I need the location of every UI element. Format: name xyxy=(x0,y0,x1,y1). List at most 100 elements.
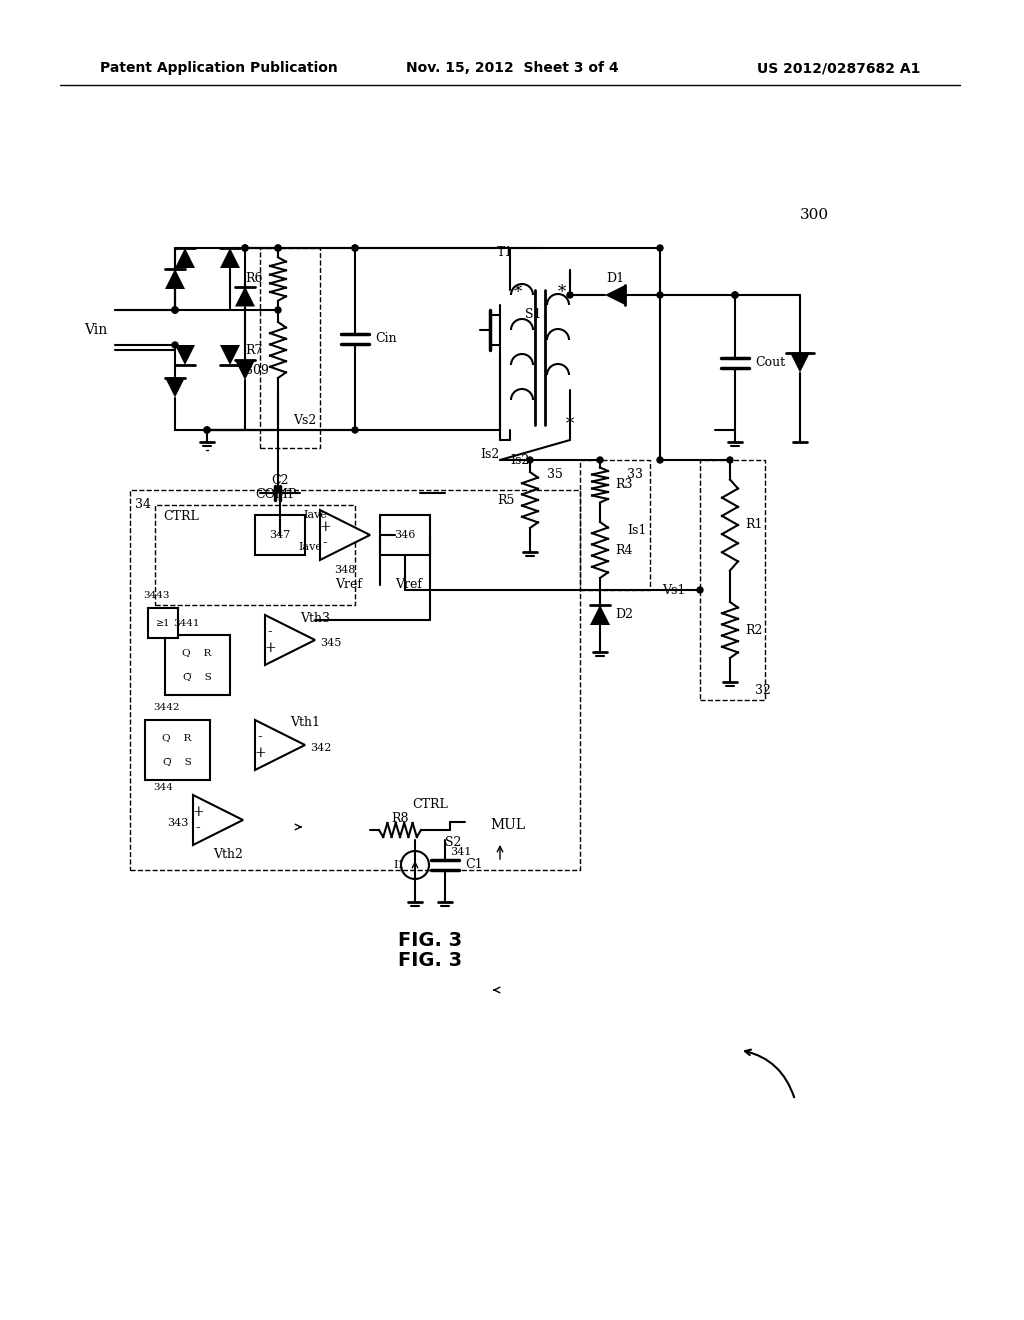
Circle shape xyxy=(352,246,358,251)
Text: 3441: 3441 xyxy=(173,619,200,627)
Text: 345: 345 xyxy=(319,638,341,648)
Text: 3443: 3443 xyxy=(143,591,170,601)
Circle shape xyxy=(727,457,733,463)
Text: 309: 309 xyxy=(245,363,269,376)
Text: R3: R3 xyxy=(615,479,633,491)
Polygon shape xyxy=(165,378,185,397)
Circle shape xyxy=(657,246,663,251)
Text: CTRL: CTRL xyxy=(412,799,447,812)
Text: Vref: Vref xyxy=(335,578,362,591)
Circle shape xyxy=(567,292,573,298)
Text: MUL: MUL xyxy=(490,818,525,832)
Text: S1: S1 xyxy=(525,309,542,322)
Text: Q    R: Q R xyxy=(163,734,191,742)
Text: +: + xyxy=(254,746,266,760)
Circle shape xyxy=(242,246,248,251)
Bar xyxy=(260,248,319,447)
Text: R6: R6 xyxy=(246,272,263,285)
Polygon shape xyxy=(790,352,810,372)
Circle shape xyxy=(275,246,281,251)
Bar xyxy=(700,459,765,700)
Text: Cin: Cin xyxy=(375,333,396,346)
Text: 35: 35 xyxy=(547,469,563,482)
Text: Is2: Is2 xyxy=(480,449,500,462)
Circle shape xyxy=(352,426,358,433)
Polygon shape xyxy=(255,719,305,770)
Circle shape xyxy=(172,308,178,313)
Text: +: + xyxy=(319,520,331,535)
Circle shape xyxy=(732,292,738,298)
Text: Cout: Cout xyxy=(755,356,785,370)
Text: 348: 348 xyxy=(334,565,355,576)
Polygon shape xyxy=(175,345,195,366)
Text: Nov. 15, 2012  Sheet 3 of 4: Nov. 15, 2012 Sheet 3 of 4 xyxy=(406,61,618,75)
Bar xyxy=(580,459,650,590)
Circle shape xyxy=(275,246,281,251)
Text: 346: 346 xyxy=(394,531,416,540)
Text: *: * xyxy=(566,417,574,433)
Bar xyxy=(155,506,355,605)
Polygon shape xyxy=(193,795,243,845)
Polygon shape xyxy=(265,615,315,665)
Text: -: - xyxy=(196,821,201,836)
Polygon shape xyxy=(319,510,370,560)
Text: *: * xyxy=(558,284,566,301)
Text: US 2012/0287682 A1: US 2012/0287682 A1 xyxy=(757,61,920,75)
Text: T1: T1 xyxy=(497,246,513,259)
Bar xyxy=(380,515,430,554)
Circle shape xyxy=(172,342,178,348)
Text: C2: C2 xyxy=(271,474,289,487)
Circle shape xyxy=(657,457,663,463)
Text: -: - xyxy=(258,730,262,744)
Circle shape xyxy=(275,308,281,313)
Text: S2: S2 xyxy=(444,836,461,849)
Text: FIG. 3: FIG. 3 xyxy=(398,950,462,969)
Text: -: - xyxy=(323,536,328,550)
Text: *: * xyxy=(514,284,522,301)
Polygon shape xyxy=(234,360,255,380)
Polygon shape xyxy=(165,269,185,289)
Polygon shape xyxy=(605,285,625,305)
Text: Vref: Vref xyxy=(395,578,422,591)
Text: Vs1: Vs1 xyxy=(662,583,685,597)
Text: 342: 342 xyxy=(310,743,332,752)
Text: Q̅    S: Q̅ S xyxy=(182,672,211,681)
Circle shape xyxy=(172,308,178,313)
Text: C1: C1 xyxy=(465,858,482,871)
Text: COMP: COMP xyxy=(255,488,296,502)
Text: +: + xyxy=(193,805,204,818)
Text: Vin: Vin xyxy=(84,323,106,337)
Text: Is1: Is1 xyxy=(627,524,646,536)
Circle shape xyxy=(172,308,178,313)
Text: D1: D1 xyxy=(606,272,624,285)
Bar xyxy=(255,515,305,554)
Polygon shape xyxy=(175,248,195,268)
Text: Iave: Iave xyxy=(298,543,322,552)
Text: Vth2: Vth2 xyxy=(213,849,243,862)
Circle shape xyxy=(352,246,358,251)
Text: 343: 343 xyxy=(167,818,188,828)
Text: I1: I1 xyxy=(393,861,406,870)
Bar xyxy=(145,719,210,780)
Text: R7: R7 xyxy=(246,343,263,356)
Text: Vth3: Vth3 xyxy=(300,611,330,624)
Text: R4: R4 xyxy=(615,544,633,557)
Text: Is2: Is2 xyxy=(510,454,529,466)
Text: R5: R5 xyxy=(498,494,515,507)
Text: Q    R: Q R xyxy=(182,648,212,657)
Text: ≥1: ≥1 xyxy=(156,619,170,627)
Text: Patent Application Publication: Patent Application Publication xyxy=(100,61,338,75)
Polygon shape xyxy=(234,286,255,306)
Text: 347: 347 xyxy=(269,531,291,540)
Text: Vth1: Vth1 xyxy=(290,717,319,730)
Text: 33: 33 xyxy=(627,469,643,482)
Circle shape xyxy=(275,487,281,492)
Circle shape xyxy=(204,426,210,433)
Text: 34: 34 xyxy=(135,499,151,511)
Circle shape xyxy=(242,246,248,251)
Polygon shape xyxy=(220,345,240,366)
Text: 3442: 3442 xyxy=(153,704,179,713)
Text: Vs2: Vs2 xyxy=(293,413,316,426)
Text: 344: 344 xyxy=(153,784,173,792)
Circle shape xyxy=(657,292,663,298)
